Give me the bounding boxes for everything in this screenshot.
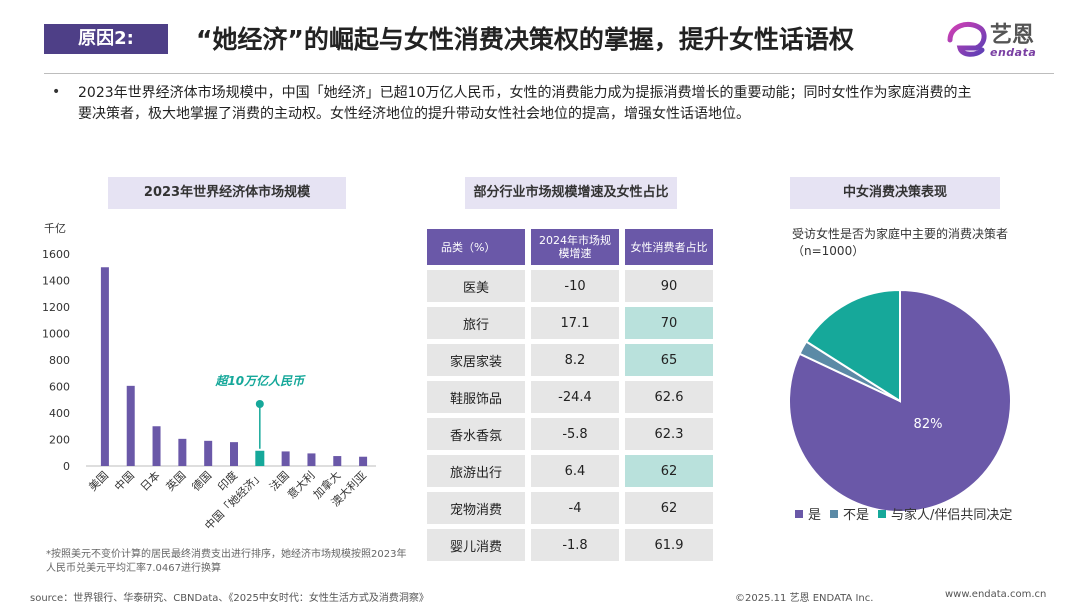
y-tick-label: 1200 [42,301,70,314]
legend-item-yes: 是 [795,504,821,523]
table-cell: 62 [619,492,713,524]
pie-legend: 是 不是 与家人/伴侣共同决定 [795,504,1021,523]
intro-text: 2023年世界经济体市场规模中，中国「她经济」已超10万亿人民币，女性的消费能力… [78,85,972,122]
table-cell: 70 [619,307,713,339]
legend-swatch-joint [878,509,887,518]
y-axis-unit: 千亿 [44,222,66,235]
table-row: 旅游出行 6.4 62 [427,455,713,487]
table-row: 婴儿消费 -1.8 61.9 [427,529,713,561]
intro-bullet: • [52,84,61,100]
table-row: 医美 -10 90 [427,270,713,302]
table-header-row: 品类（%） 2024年市场规模增速 女性消费者占比 [427,229,713,265]
bar-英国 [178,438,187,466]
x-tick-label: 意大利 [284,468,317,501]
y-tick-label: 800 [49,354,70,367]
x-tick-label: 英国 [163,468,188,493]
logo-subtext: endata [990,46,1037,59]
table-cell: -1.8 [525,529,619,561]
annotation-dot [255,400,264,408]
bar-日本 [152,426,161,466]
table-row: 家居家装 8.2 65 [427,344,713,376]
table-header-cell: 2024年市场规模增速 [525,229,619,265]
x-tick-label: 中国 [112,469,137,494]
industry-table: 品类（%） 2024年市场规模增速 女性消费者占比 医美 -10 90 旅行 17.1 70 家… [427,229,713,566]
table-cell: 香水香氛 [427,418,525,450]
bar-加拿大 [333,456,342,466]
bar-德国 [204,440,213,466]
table-cell: 17.1 [525,307,619,339]
y-tick-label: 1000 [42,328,70,341]
bar-中国 [126,385,135,466]
legend-label-joint: 与家人/伴侣共同决定 [891,508,1013,523]
table-cell: 旅行 [427,307,525,339]
endata-logo [947,22,987,57]
table-row: 宠物消费 -4 62 [427,492,713,524]
pie-chart-title: 中女消费决策表现 [790,177,1000,209]
bar-印度 [230,442,238,466]
legend-swatch-no [830,509,839,518]
table-header-cell: 品类（%） [427,229,525,265]
decision-pie-chart: 82% [788,288,1012,513]
legend-label-no: 不是 [843,508,870,523]
y-tick-label: 200 [49,434,70,447]
table-cell: 医美 [427,270,525,302]
table-cell: 宠物消费 [427,492,525,524]
bar-法国 [281,451,290,466]
header-divider [44,73,1054,74]
y-tick-label: 0 [63,460,70,473]
table-cell: 6.4 [525,455,619,487]
table-cell: 90 [619,270,713,302]
bar-美国 [100,267,109,466]
logo-text: 艺恩 [990,23,1035,48]
x-tick-label: 美国 [86,469,111,494]
table-cell: 鞋服饰品 [427,381,525,413]
legend-item-joint: 与家人/伴侣共同决定 [878,504,1012,523]
table-cell: 家居家装 [427,344,525,376]
pie-data-label: 82% [914,417,943,432]
bar-中国「她经济」 [255,450,265,466]
table-cell: -24.4 [525,381,619,413]
y-tick-label: 400 [49,407,70,420]
legend-swatch-yes [795,509,803,518]
legend-item-no: 不是 [830,504,869,523]
table-cell: -10 [525,270,619,302]
x-tick-label: 德国 [189,468,214,493]
copyright-text: ©2025.11 艺恩 ENDATA Inc. [735,593,874,604]
website-link[interactable]: www.endata.com.cn [945,589,1047,600]
y-tick-label: 1600 [42,248,70,261]
table-cell: 65 [619,344,713,376]
table-row: 鞋服饰品 -24.4 62.6 [427,381,713,413]
legend-label-yes: 是 [808,508,822,523]
table-cell: 旅游出行 [427,455,525,487]
reason-tag: 原因2: [44,24,168,54]
table-title: 部分行业市场规模增速及女性占比 [465,177,677,209]
table-cell: 62.3 [619,418,713,450]
y-tick-label: 1400 [42,275,70,288]
table-cell: 8.2 [525,344,619,376]
source-text: source：世界银行、华泰研究、CBNData、《2025中女时代：女性生活方… [30,593,429,604]
bar-chart-title: 2023年世界经济体市场规模 [108,177,346,209]
x-tick-label: 日本 [137,468,162,493]
table-row: 香水香氛 -5.8 62.3 [427,418,713,450]
table-cell: 婴儿消费 [427,529,525,561]
y-tick-label: 600 [49,381,70,394]
page-title: “她经济”的崛起与女性消费决策权的掌握，提升女性话语权 [196,25,854,54]
market-size-bar-chart: 千亿 0 200 400 600 800 1000 1200 1400 1600 美国 中国 日本 英国德… [42,222,376,533]
table-header-cell: 女性消费者占比 [619,229,713,265]
logo-mark [947,22,987,57]
table-row: 旅行 17.1 70 [427,307,713,339]
table-cell: 62 [619,455,713,487]
table-cell: 62.6 [619,381,713,413]
annotation-label: 超10万亿人民币 [214,374,306,388]
footnote: *按照美元不变价计算的居民最终消费支出进行排序，她经济市场规模按照2023年人民… [46,549,407,574]
pie-slice-2 [804,288,901,403]
bar-澳大利亚 [359,456,368,466]
table-cell: 61.9 [619,529,713,561]
table-cell: -4 [525,492,619,524]
pie-subtitle: 受访女性是否为家庭中主要的消费决策者（n=1000） [792,227,1009,258]
table-cell: -5.8 [525,418,619,450]
bar-意大利 [307,453,316,466]
